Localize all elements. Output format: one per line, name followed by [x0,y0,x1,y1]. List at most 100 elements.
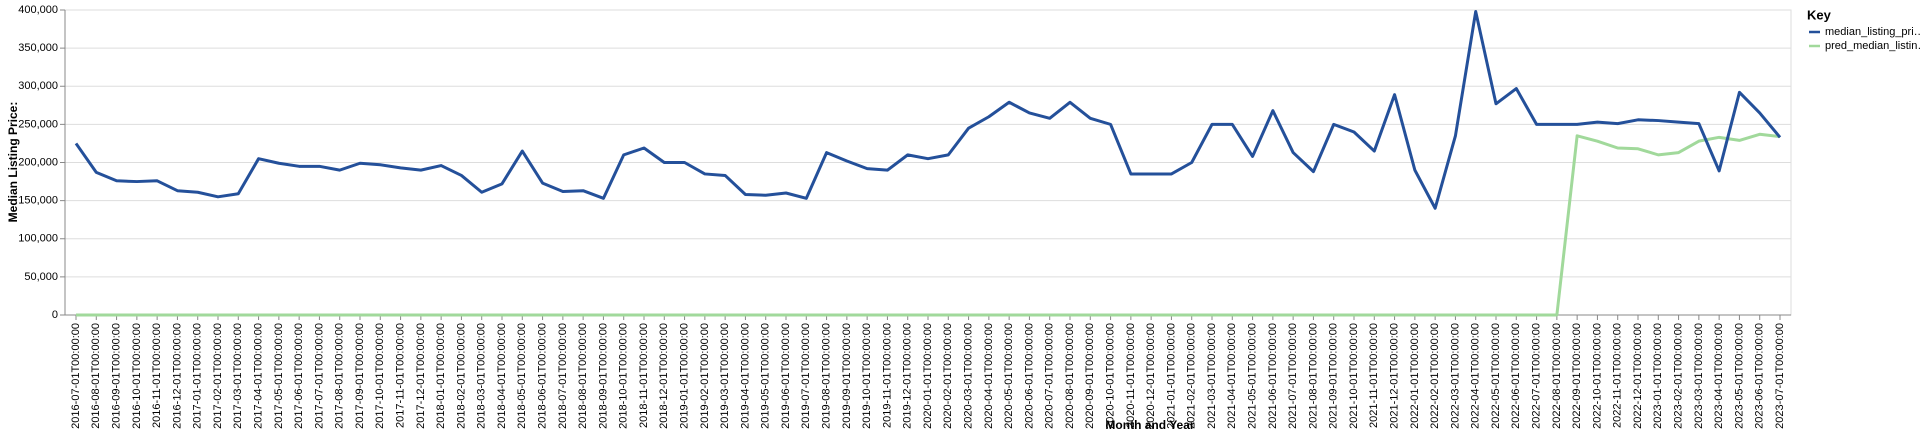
x-tick-label: 2023-02-01T00:00:00 [1672,323,1684,429]
x-tick-label: 2022-12-01T00:00:00 [1632,323,1644,429]
x-tick-label: 2018-10-01T00:00:00 [618,323,630,429]
x-tick-label: 2023-05-01T00:00:00 [1733,323,1745,429]
x-tick-label: 2017-02-01T00:00:00 [212,323,224,429]
x-tick-label: 2016-11-01T00:00:00 [151,323,163,428]
x-tick-label: 2019-02-01T00:00:00 [699,323,711,429]
x-tick-label: 2019-04-01T00:00:00 [739,323,751,429]
x-tick-label: 2017-04-01T00:00:00 [252,323,264,429]
x-tick-label: 2018-07-01T00:00:00 [557,323,569,429]
y-tick-label: 250,000 [18,118,58,130]
x-tick-label: 2022-02-01T00:00:00 [1429,323,1441,429]
y-tick-label: 100,000 [18,233,58,245]
x-tick-label: 2023-01-01T00:00:00 [1652,323,1664,429]
x-tick-label: 2019-05-01T00:00:00 [760,323,772,429]
x-tick-label: 2021-06-01T00:00:00 [1267,323,1279,429]
x-tick-label: 2020-07-01T00:00:00 [1044,323,1056,429]
x-tick-label: 2020-06-01T00:00:00 [1023,323,1035,429]
series-line [74,10,1782,210]
x-tick-label: 2018-03-01T00:00:00 [476,323,488,429]
x-tick-label: 2020-04-01T00:00:00 [983,323,995,429]
x-tick-label: 2020-05-01T00:00:00 [1003,323,1015,429]
x-tick-label: 2017-07-01T00:00:00 [313,323,325,429]
x-tick-label: 2021-02-01T00:00:00 [1186,323,1198,429]
x-tick-label: 2021-04-01T00:00:00 [1226,323,1238,429]
x-tick-label: 2020-10-01T00:00:00 [1104,323,1116,429]
x-tick-label: 2019-09-01T00:00:00 [841,323,853,429]
x-tick-label: 2017-03-01T00:00:00 [232,323,244,429]
x-tick-label: 2022-11-01T00:00:00 [1612,323,1624,428]
x-tick-label: 2021-08-01T00:00:00 [1307,323,1319,429]
x-tick-label: 2020-08-01T00:00:00 [1064,323,1076,429]
x-tick-label: 2022-07-01T00:00:00 [1530,323,1542,429]
x-tick-label: 2016-09-01T00:00:00 [110,323,122,429]
y-axis-title: Median Listing Price: [6,102,20,223]
y-tick-label: 0 [52,309,58,321]
x-tick-label: 2021-05-01T00:00:00 [1246,323,1258,429]
x-tick-label: 2017-12-01T00:00:00 [415,323,427,429]
x-tick-label: 2023-07-01T00:00:00 [1774,323,1786,429]
x-tick-label: 2018-06-01T00:00:00 [536,323,548,429]
x-tick-label: 2022-10-01T00:00:00 [1591,323,1603,429]
x-tick-label: 2016-10-01T00:00:00 [131,323,143,429]
x-tick-label: 2017-08-01T00:00:00 [334,323,346,429]
x-tick-label: 2018-04-01T00:00:00 [496,323,508,429]
x-tick-label: 2019-07-01T00:00:00 [800,323,812,429]
x-tick-label: 2021-07-01T00:00:00 [1287,323,1299,429]
x-tick-label: 2022-03-01T00:00:00 [1449,323,1461,429]
x-tick-label: 2016-07-01T00:00:00 [70,323,82,429]
x-tick-label: 2019-11-01T00:00:00 [881,323,893,428]
y-tick-label: 300,000 [18,80,58,92]
x-tick-label: 2019-06-01T00:00:00 [780,323,792,429]
y-tick-label: 350,000 [18,42,58,54]
series-line [76,132,1781,317]
x-tick-label: 2017-10-01T00:00:00 [374,323,386,429]
x-tick-label: 2019-03-01T00:00:00 [719,323,731,429]
x-tick-label: 2018-01-01T00:00:00 [435,323,447,429]
legend-label: median_listing_pri… [1825,26,1920,38]
x-tick-label: 2021-10-01T00:00:00 [1348,323,1360,429]
x-tick-label: 2021-03-01T00:00:00 [1206,323,1218,429]
x-axis-title: Month and Year [1105,418,1194,432]
y-tick-label: 200,000 [18,156,58,168]
x-tick-label: 2017-05-01T00:00:00 [273,323,285,429]
x-tick-label: 2019-10-01T00:00:00 [861,323,873,429]
x-tick-label: 2020-11-01T00:00:00 [1125,323,1137,428]
x-tick-label: 2021-12-01T00:00:00 [1388,323,1400,429]
x-tick-label: 2021-09-01T00:00:00 [1328,323,1340,429]
x-tick-label: 2021-01-01T00:00:00 [1165,323,1177,429]
x-tick-label: 2017-06-01T00:00:00 [293,323,305,429]
x-tick-label: 2023-04-01T00:00:00 [1713,323,1725,429]
x-tick-label: 2018-11-01T00:00:00 [638,323,650,428]
x-tick-label: 2017-09-01T00:00:00 [354,323,366,429]
x-tick-label: 2023-03-01T00:00:00 [1693,323,1705,429]
legend-label: pred_median_listin… [1825,40,1920,52]
x-tick-label: 2020-01-01T00:00:00 [922,323,934,429]
x-tick-label: 2022-08-01T00:00:00 [1551,323,1563,429]
x-tick-label: 2017-01-01T00:00:00 [192,323,204,429]
x-tick-label: 2022-09-01T00:00:00 [1571,323,1583,429]
x-tick-label: 2022-04-01T00:00:00 [1470,323,1482,429]
x-tick-label: 2020-09-01T00:00:00 [1084,323,1096,429]
y-tick-label: 150,000 [18,195,58,207]
x-tick-label: 2017-11-01T00:00:00 [394,323,406,428]
x-tick-label: 2019-08-01T00:00:00 [820,323,832,429]
x-tick-label: 2018-09-01T00:00:00 [597,323,609,429]
y-tick-label: 50,000 [24,271,58,283]
x-tick-label: 2018-02-01T00:00:00 [455,323,467,429]
x-tick-label: 2018-08-01T00:00:00 [577,323,589,429]
x-tick-label: 2022-05-01T00:00:00 [1490,323,1502,429]
x-tick-label: 2018-12-01T00:00:00 [658,323,670,429]
x-tick-label: 2020-12-01T00:00:00 [1145,323,1157,429]
x-tick-label: 2020-02-01T00:00:00 [942,323,954,429]
x-tick-label: 2019-12-01T00:00:00 [902,323,914,429]
legend-title: Key [1807,7,1832,22]
x-tick-label: 2023-06-01T00:00:00 [1754,323,1766,429]
x-tick-label: 2016-12-01T00:00:00 [171,323,183,429]
x-tick-label: 2018-05-01T00:00:00 [516,323,528,429]
x-tick-label: 2020-03-01T00:00:00 [962,323,974,429]
x-tick-label: 2019-01-01T00:00:00 [678,323,690,429]
x-tick-label: 2016-08-01T00:00:00 [90,323,102,429]
x-tick-label: 2022-06-01T00:00:00 [1510,323,1522,429]
x-tick-label: 2022-01-01T00:00:00 [1409,323,1421,429]
